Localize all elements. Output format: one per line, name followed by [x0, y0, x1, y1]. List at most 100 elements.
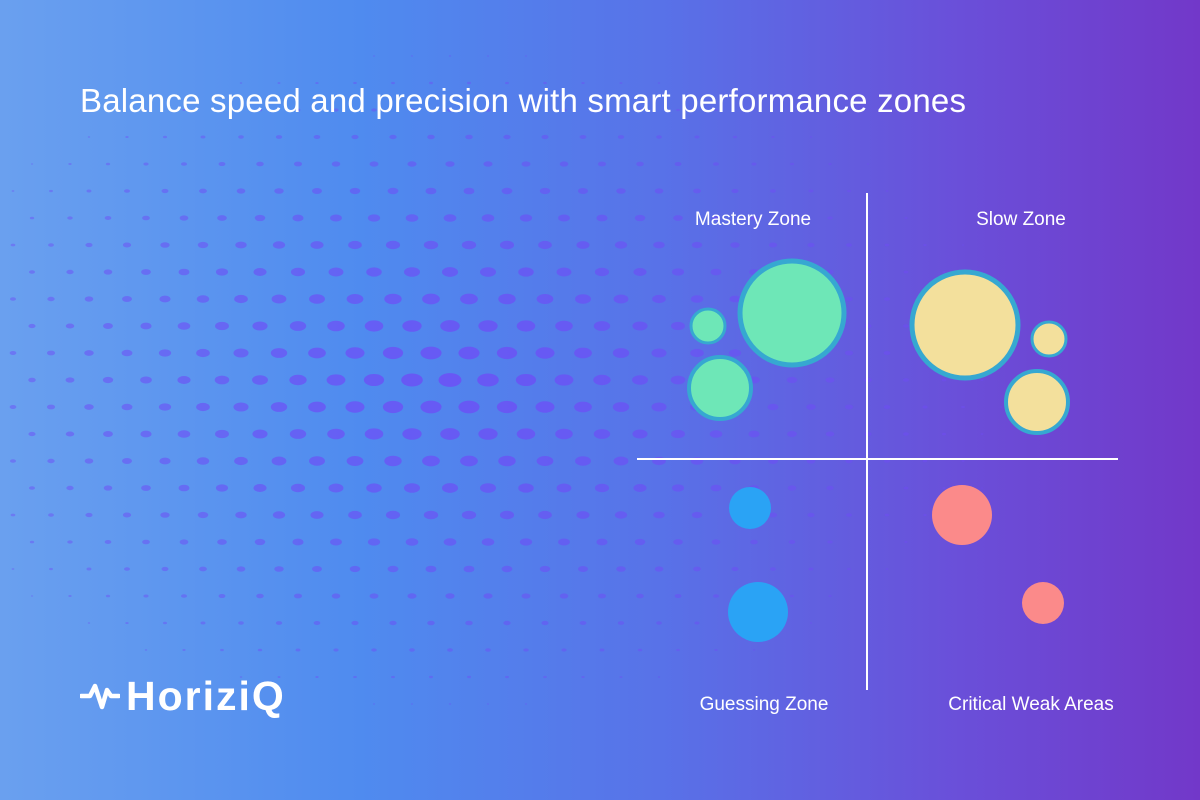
halftone-dot — [826, 485, 834, 491]
halftone-dot — [516, 320, 536, 332]
halftone-dot — [425, 187, 437, 195]
halftone-dot — [671, 429, 685, 439]
halftone-dot — [197, 511, 209, 519]
halftone-dot — [10, 243, 16, 247]
halftone-dot — [387, 565, 399, 573]
halftone-dot — [445, 593, 455, 599]
halftone-dot — [460, 293, 478, 305]
halftone-dot — [292, 214, 304, 222]
halftone-dot — [105, 594, 111, 598]
halftone-dot — [941, 378, 947, 382]
halftone-dot — [751, 162, 757, 166]
halftone-dot — [463, 187, 475, 195]
halftone-dot — [313, 134, 321, 140]
halftone-dot — [67, 216, 73, 220]
halftone-dot — [653, 511, 665, 519]
halftone-dot — [140, 376, 152, 384]
halftone-dot — [593, 321, 611, 331]
halftone-dot — [712, 162, 720, 166]
halftone-dot — [391, 675, 395, 679]
halftone-dot — [904, 217, 908, 219]
halftone-dot — [143, 162, 149, 166]
halftone-dot — [196, 295, 210, 303]
halftone-dot — [636, 593, 644, 599]
halftone-dot — [309, 294, 325, 304]
halftone-dot — [423, 240, 439, 250]
halftone-dot — [885, 568, 889, 570]
halftone-dot — [177, 430, 191, 438]
halftone-dot — [427, 134, 435, 140]
halftone-dot — [389, 134, 397, 140]
halftone-dot — [214, 375, 230, 385]
critical-bubble-medium — [932, 485, 992, 545]
halftone-dot — [65, 377, 75, 383]
halftone-dot — [220, 648, 224, 652]
halftone-dot — [807, 242, 815, 248]
halftone-dot — [87, 622, 91, 624]
halftone-dot — [310, 241, 324, 249]
halftone-dot — [961, 460, 965, 462]
halftone-dot — [308, 401, 326, 413]
halftone-dot — [441, 267, 459, 277]
halftone-dot — [144, 109, 148, 111]
halftone-dot — [30, 595, 34, 597]
halftone-dot — [657, 676, 661, 678]
halftone-dot — [651, 402, 667, 412]
halftone-dot — [599, 648, 605, 652]
halftone-dot — [142, 539, 150, 545]
halftone-dot — [844, 404, 854, 410]
halftone-dot — [558, 538, 570, 546]
halftone-dot — [496, 346, 518, 360]
halftone-dot — [903, 432, 909, 436]
halftone-dot — [596, 214, 608, 222]
halftone-dot — [614, 511, 628, 519]
halftone-dot — [364, 320, 384, 332]
halftone-dot — [196, 348, 210, 358]
halftone-dot — [372, 55, 376, 57]
halftone-dot — [501, 565, 513, 573]
halftone-dot — [275, 621, 283, 625]
halftone-dot — [159, 457, 171, 465]
halftone-dot — [49, 567, 53, 571]
halftone-dot — [217, 215, 227, 221]
halftone-dot — [714, 109, 718, 111]
halftone-dot — [578, 188, 588, 194]
halftone-dot — [632, 429, 648, 439]
halftone-dot — [30, 163, 34, 165]
halftone-dot — [543, 675, 547, 679]
halftone-dot — [597, 593, 607, 599]
halftone-dot — [425, 565, 437, 573]
halftone-dot — [710, 484, 722, 492]
halftone-dot — [382, 346, 404, 360]
mastery-zone-bubbles — [687, 258, 847, 421]
halftone-dot — [275, 135, 283, 139]
halftone-dot — [315, 81, 319, 85]
halftone-dot — [961, 244, 965, 246]
halftone-dot — [523, 108, 529, 112]
halftone-dot — [846, 513, 852, 517]
halftone-dot — [238, 135, 244, 139]
halftone-dot — [619, 82, 623, 84]
halftone-dot — [10, 297, 16, 301]
halftone-dot — [289, 321, 307, 331]
halftone-dot — [561, 108, 567, 112]
halftone-dot — [234, 456, 248, 466]
halftone-dot — [84, 296, 94, 302]
halftone-dot — [404, 267, 420, 277]
halftone-dot — [308, 347, 326, 359]
halftone-dot — [217, 539, 227, 545]
halftone-dot — [160, 242, 170, 248]
halftone-dot — [312, 566, 322, 572]
halftone-dot — [160, 512, 170, 518]
halftone-dot — [690, 295, 704, 303]
halftone-dot — [103, 431, 113, 437]
halftone-dot — [519, 538, 533, 546]
halftone-dot — [257, 108, 263, 112]
slow-zone-bubbles — [909, 269, 1070, 435]
halftone-dot — [239, 82, 243, 84]
halftone-dot — [486, 55, 490, 57]
halftone-dot — [345, 347, 365, 359]
halftone-dot — [961, 405, 965, 409]
halftone-dot — [68, 595, 72, 597]
halftone-dot — [521, 161, 531, 167]
